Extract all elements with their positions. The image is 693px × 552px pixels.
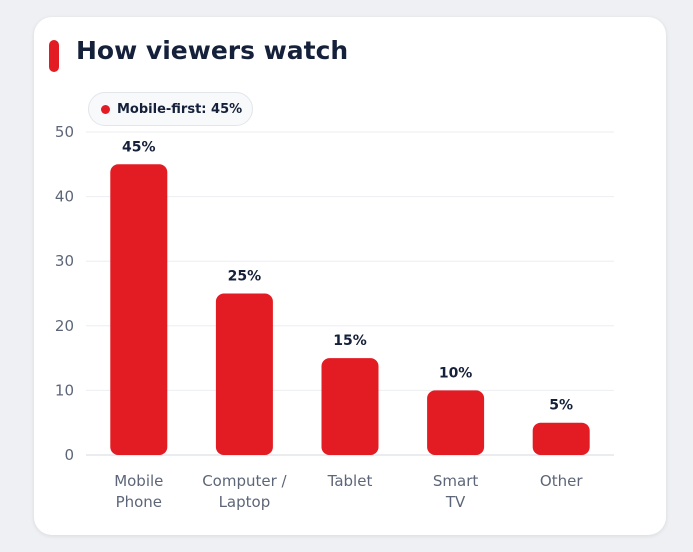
bar [532, 422, 590, 455]
bar [110, 164, 168, 456]
bar [427, 390, 485, 455]
gridlines [86, 131, 614, 456]
mobile-first-callout: Mobile-first: 45% [88, 92, 254, 126]
callout-label: Mobile-first: 45% [117, 101, 243, 117]
y-tick-label: 10 [55, 381, 74, 399]
callout-dot-icon [101, 104, 110, 114]
value-labels: 45% 25% 15% 10% 5% [122, 139, 573, 413]
x-tick-label: Smart TV [433, 472, 478, 511]
bar-value-label: 15% [333, 333, 367, 349]
y-tick-label: 20 [55, 317, 74, 335]
x-tick-label: Tablet [327, 472, 373, 490]
bar [321, 358, 379, 455]
chart-title: How viewers watch [76, 36, 349, 65]
bar-value-label: 45% [122, 139, 156, 155]
bar-value-label: 5% [549, 398, 573, 414]
x-tick-label: Other [540, 472, 583, 490]
x-tick-label: Mobile Phone [114, 472, 163, 511]
x-axis-labels: Mobile Phone Computer / Laptop Tablet Smart TV… [114, 472, 583, 511]
bars [110, 164, 590, 456]
x-tick-label: Computer / Laptop [202, 472, 287, 511]
y-tick-label: 0 [64, 446, 74, 464]
y-tick-label: 40 [55, 188, 74, 206]
title-accent-bar [49, 40, 59, 72]
bar [215, 293, 273, 455]
y-tick-label: 50 [55, 123, 74, 141]
bar-value-label: 25% [228, 269, 262, 285]
y-tick-label: 30 [55, 252, 74, 270]
bar-value-label: 10% [439, 365, 473, 381]
y-axis-ticks: 0 10 20 30 40 50 [55, 123, 74, 464]
